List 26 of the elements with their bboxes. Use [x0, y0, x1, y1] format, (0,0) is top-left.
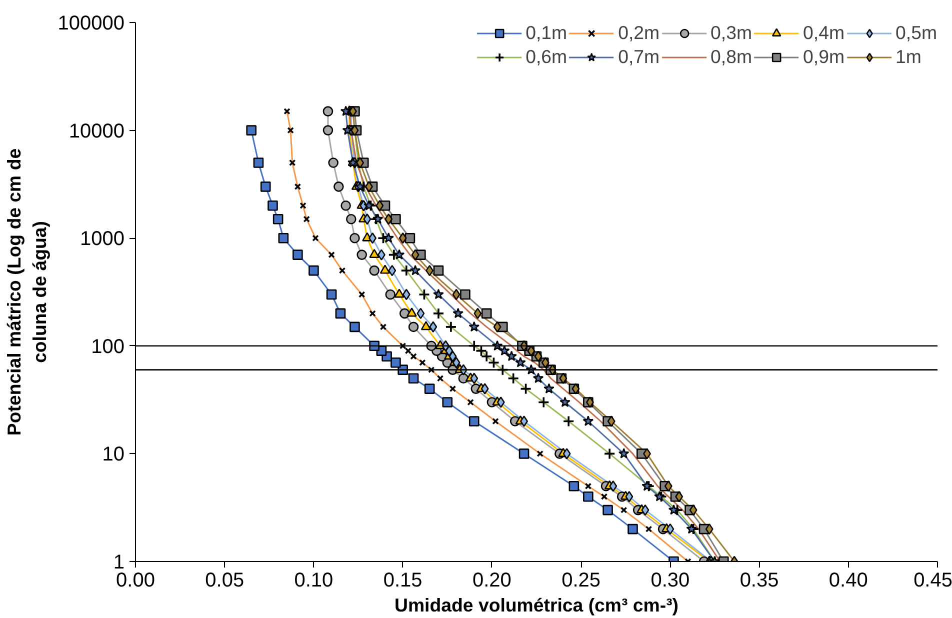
legend-label: 0,8m: [710, 46, 752, 68]
y-tick-label: 100000: [58, 12, 125, 34]
legend-label: 0,6m: [526, 46, 568, 68]
x-tick-label: 0.45: [914, 570, 952, 592]
x-tick-label: 0.10: [294, 570, 334, 592]
legend-label: 0,5m: [896, 22, 937, 44]
x-tick-label: 0.30: [650, 570, 690, 592]
x-tick-label: 0.35: [740, 570, 779, 592]
legend-label: 0,9m: [803, 46, 845, 68]
x-tick-label: 0.05: [205, 570, 244, 592]
legend-label: 1m: [896, 46, 922, 68]
x-axis-title: Umidade volumétrica (cm³ cm-³): [394, 594, 679, 616]
legend-label: 0,1m: [526, 22, 568, 44]
x-tick-label: 0.20: [472, 570, 512, 592]
x-tick-label: 0.15: [383, 570, 422, 592]
x-tick-label: 0.25: [562, 570, 601, 592]
x-tick-label: 0.40: [828, 570, 868, 592]
y-tick-label: 1000: [80, 228, 125, 250]
y-axis-title: Potencial mátrico (Log de cm de coluna de água): [4, 148, 50, 436]
legend-label: 0,2m: [618, 22, 660, 44]
y-tick-label: 100: [91, 336, 125, 358]
legend-label: 0,3m: [710, 22, 752, 44]
y-tick-label: 10000: [68, 120, 125, 142]
legend-label: 0,4m: [803, 22, 845, 44]
y-tick-label: 10: [102, 444, 125, 466]
legend-label: 0,7m: [618, 46, 660, 68]
